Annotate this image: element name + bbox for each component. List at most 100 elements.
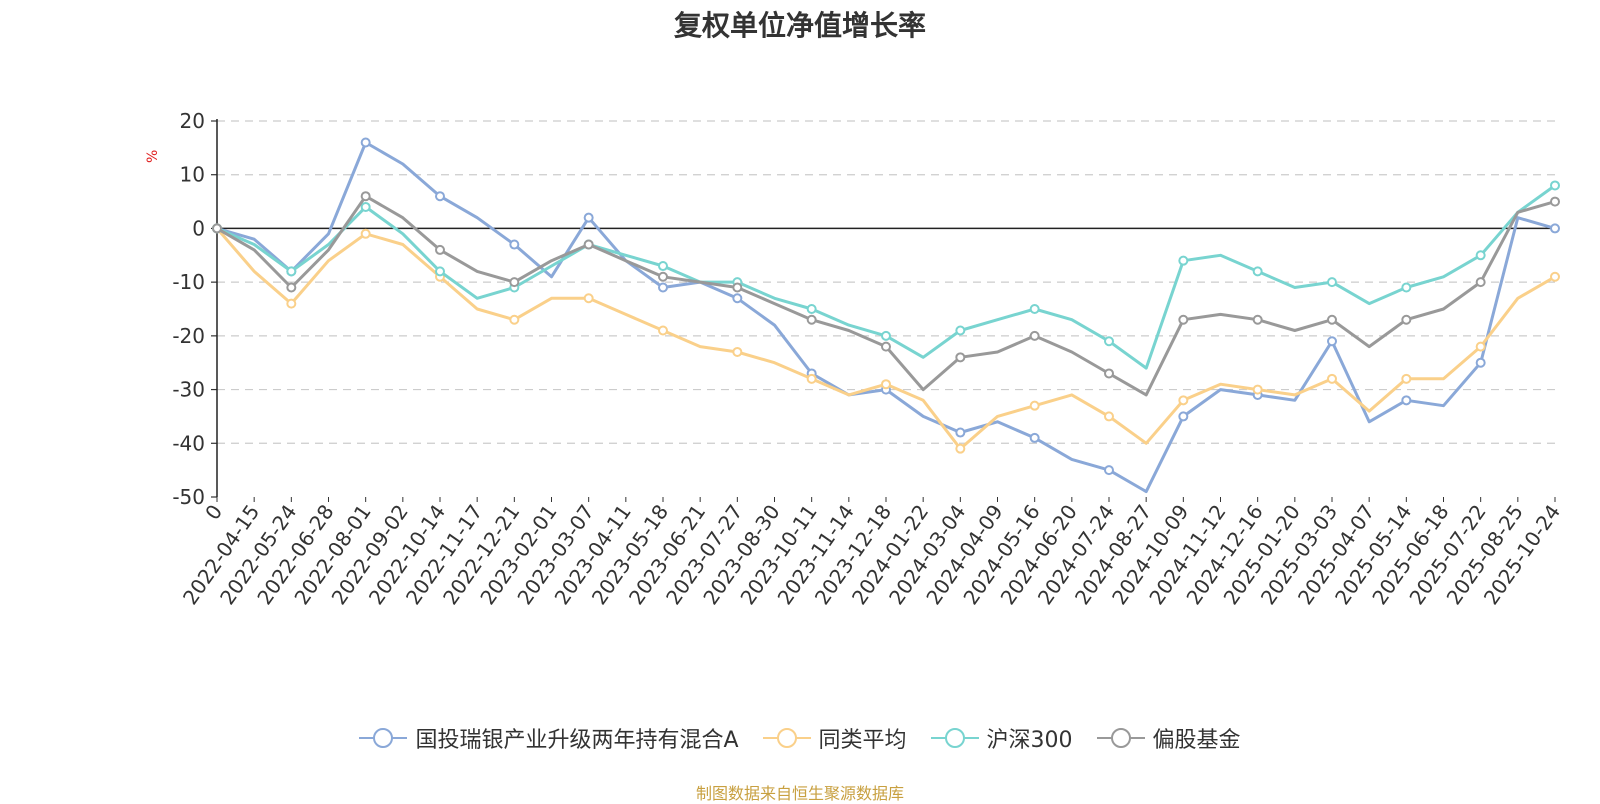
y-tick-label: 20 [180, 109, 205, 133]
data-point [955, 427, 966, 438]
data-point [1104, 465, 1114, 476]
data-point [732, 293, 743, 304]
data-point [583, 293, 594, 304]
grid-lines [217, 120, 1555, 444]
legend-marker-icon [930, 728, 979, 748]
chart-title: 复权单位净值增长率 [673, 9, 926, 42]
data-point [212, 223, 222, 234]
data-point [881, 379, 891, 390]
legend: 国投瑞银产业升级两年持有混合A 同类平均 沪深300 偏股基金 [0, 722, 1600, 754]
data-point [1475, 250, 1486, 261]
series-2 [212, 180, 1560, 370]
data-point [1475, 277, 1486, 288]
legend-marker-icon [762, 728, 811, 748]
y-tick-label: 10 [180, 163, 205, 187]
tick-labels: 20100-10-20-30-40-5002022-04-152022-05-2… [172, 109, 1565, 609]
data-point [658, 271, 668, 282]
data-point [435, 191, 445, 202]
legend-marker-icon [1096, 728, 1145, 748]
data-point [286, 298, 297, 309]
data-point [435, 244, 445, 255]
data-point [435, 266, 445, 277]
data-point [360, 137, 371, 148]
data-point [1104, 411, 1114, 422]
source-note: 制图数据来自恒生聚源数据库 [695, 784, 904, 803]
legend-item-3[interactable]: 偏股基金 [1096, 722, 1241, 754]
data-point [806, 314, 817, 325]
data-point [509, 277, 520, 288]
data-point [732, 282, 743, 293]
data-point [1178, 314, 1189, 325]
y-tick-label: -30 [172, 378, 205, 402]
data-point [1252, 314, 1263, 325]
data-point [286, 282, 297, 293]
data-point [955, 325, 966, 336]
series-group [212, 137, 1560, 494]
data-point [955, 352, 966, 363]
data-point [881, 341, 891, 352]
data-point [1029, 400, 1040, 411]
data-point [1327, 373, 1337, 384]
series-3 [212, 191, 1560, 397]
y-tick-label: -10 [172, 270, 205, 294]
data-point [583, 212, 594, 223]
data-point [1029, 304, 1040, 314]
x-tick-label: 0 [200, 500, 227, 524]
axes [211, 119, 1556, 502]
data-point [583, 239, 594, 250]
legend-item-0[interactable]: 国投瑞银产业升级两年持有混合A [359, 722, 739, 754]
data-point [1178, 395, 1189, 406]
data-point [1550, 196, 1560, 207]
series-1 [212, 223, 1560, 454]
data-point [1475, 357, 1486, 368]
legend-label: 国投瑞银产业升级两年持有混合A [415, 728, 739, 753]
data-point [1550, 223, 1560, 234]
data-point [1252, 384, 1263, 395]
data-point [360, 191, 371, 202]
data-point [1178, 255, 1189, 266]
data-point [1401, 314, 1412, 325]
data-point [658, 261, 668, 272]
y-tick-label: -20 [172, 324, 205, 348]
legend-item-2[interactable]: 沪深300 [930, 722, 1073, 754]
y-tick-label: 0 [192, 216, 205, 240]
data-point [360, 228, 371, 239]
data-point [1401, 282, 1412, 293]
data-point [509, 314, 520, 325]
data-point [1327, 277, 1337, 288]
data-point [1475, 341, 1486, 352]
data-point [286, 266, 297, 277]
series-line [216, 141, 1556, 494]
data-point [1104, 368, 1114, 379]
data-point [955, 443, 966, 454]
data-point [1550, 180, 1560, 191]
data-point [1550, 271, 1560, 282]
data-point [1029, 432, 1040, 443]
data-point [806, 373, 817, 384]
data-point [1327, 314, 1337, 325]
data-point [1401, 395, 1412, 406]
y-tick-label: -50 [172, 485, 205, 509]
data-point [732, 346, 743, 357]
legend-item-1[interactable]: 同类平均 [762, 722, 907, 754]
data-point [1327, 336, 1337, 347]
data-point [658, 282, 668, 293]
data-point [1252, 266, 1263, 277]
data-point [658, 325, 668, 336]
legend-marker-icon [359, 728, 408, 748]
data-point [881, 330, 891, 341]
data-point [1104, 336, 1114, 347]
series-0 [212, 137, 1560, 494]
data-point [1178, 411, 1189, 422]
data-point [1029, 330, 1040, 341]
data-point [806, 304, 817, 314]
legend-label: 同类平均 [818, 728, 907, 753]
data-point [1401, 373, 1412, 384]
legend-label: 沪深300 [986, 728, 1073, 753]
data-point [360, 201, 371, 212]
y-axis-label: % [145, 150, 161, 163]
legend-label: 偏股基金 [1152, 728, 1241, 753]
y-tick-label: -40 [172, 431, 205, 455]
data-point [509, 239, 520, 250]
